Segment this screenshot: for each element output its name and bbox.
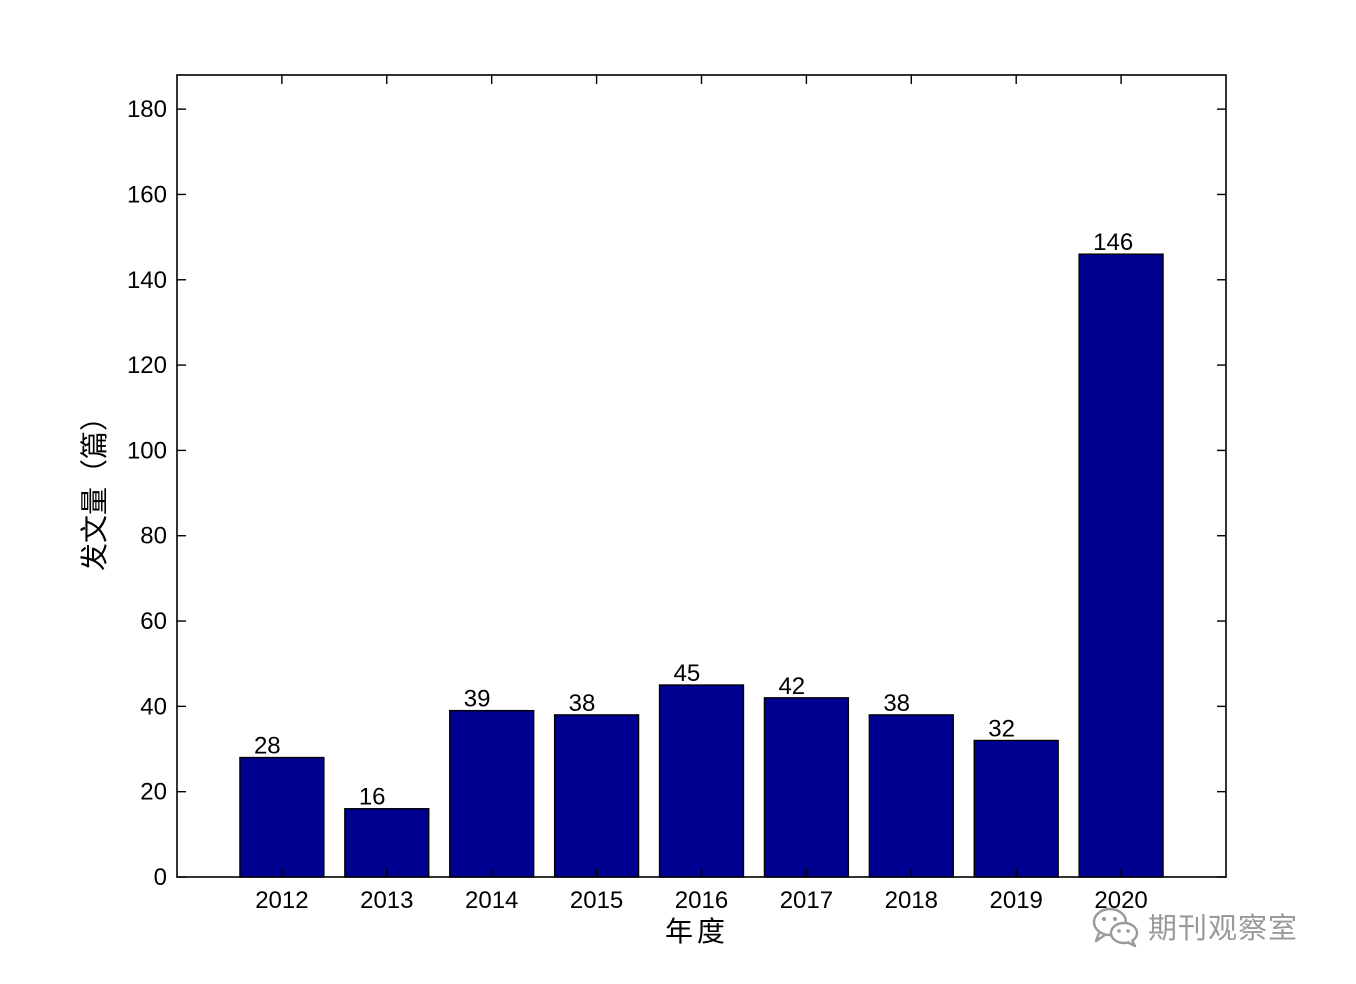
y-tick-label: 60 (140, 608, 167, 635)
x-tick-label: 2019 (990, 887, 1043, 914)
bar-2014 (449, 709, 535, 878)
bar-2013 (344, 808, 430, 878)
y-tick-label: 40 (140, 693, 167, 720)
bar-2015 (553, 714, 640, 878)
y-tick-label: 0 (154, 864, 167, 891)
y-axis: 0 20 40 60 80 100 120 140 160 180 (127, 96, 1226, 891)
wechat-icon (1092, 907, 1139, 948)
y-tick-label: 80 (140, 523, 167, 550)
bar-2016 (658, 684, 745, 878)
data-label-2012: 28 (254, 733, 281, 760)
y-tick-label: 160 (127, 181, 167, 208)
x-tick-label: 2018 (885, 887, 938, 914)
data-label-2014: 39 (464, 686, 491, 713)
data-label-2018: 38 (883, 690, 910, 717)
x-tick-label: 2016 (675, 887, 728, 914)
x-axis-title: 年度 (665, 915, 729, 948)
bar-2012 (239, 756, 325, 878)
x-axis: 2012 2013 2014 2015 2016 2017 2018 2019 2020 (255, 75, 1148, 914)
x-tick-label: 2015 (570, 887, 623, 914)
data-label-2015: 38 (569, 690, 596, 717)
watermark: 期刊观察室 (1090, 900, 1330, 952)
y-tick-label: 20 (140, 779, 167, 806)
y-tick-label: 180 (127, 96, 167, 123)
bar-2019 (973, 739, 1059, 878)
x-tick-label: 2014 (465, 887, 518, 914)
x-tick-label: 2012 (255, 887, 308, 914)
bars: 28 16 39 38 45 42 38 32 146 (239, 229, 1164, 878)
data-label-2016: 45 (674, 660, 701, 687)
y-tick-label: 140 (127, 267, 167, 294)
y-tick-label: 120 (127, 352, 167, 379)
data-label-2017: 42 (778, 673, 805, 700)
data-label-2020: 146 (1093, 229, 1133, 256)
y-axis-title: 发文量（篇） (78, 403, 111, 571)
data-label-2013: 16 (359, 784, 386, 811)
x-tick-label: 2017 (780, 887, 833, 914)
data-label-2019: 32 (988, 715, 1015, 742)
watermark-text: 期刊观察室 (1148, 911, 1299, 945)
bar-2017 (763, 697, 850, 878)
x-tick-label: 2013 (360, 887, 413, 914)
y-tick-label: 100 (127, 437, 167, 464)
bar-2020 (1078, 253, 1164, 878)
bar-2018 (868, 714, 954, 878)
